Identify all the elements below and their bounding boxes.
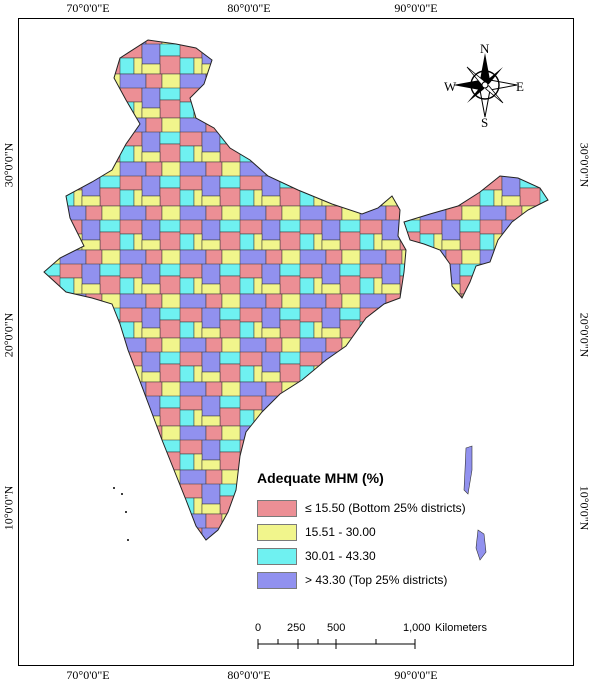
lakshadweep-island [113, 487, 115, 489]
scale-unit-label: Kilometers [435, 622, 487, 634]
longitude-label-top-90: 90°0'0"E [394, 1, 438, 15]
longitude-label-top-70: 70°0'0"E [66, 1, 110, 15]
longitude-label-top-80: 80°0'0"E [227, 1, 271, 15]
india-mainland [43, 39, 407, 541]
legend-label: > 43.30 (Top 25% districts) [305, 573, 448, 587]
legend-swatch-blue [257, 571, 297, 589]
legend-swatch-yellow [257, 523, 297, 541]
scale-label-0: 0 [255, 622, 262, 634]
longitude-label-bottom-70: 70°0'0"E [66, 668, 110, 682]
longitude-label-bottom-80: 80°0'0"E [227, 668, 271, 682]
map-frame [18, 18, 574, 666]
legend-title: Adequate MHM (%) [257, 470, 384, 486]
legend-row-bottom-quartile: ≤ 15.50 (Bottom 25% districts) [257, 496, 497, 520]
andaman-islands [463, 445, 473, 495]
scale-label-1000: 1,000 [403, 622, 431, 634]
legend-row-second: 15.51 - 30.00 [257, 520, 497, 544]
map-legend: Adequate MHM (%) ≤ 15.50 (Bottom 25% dis… [257, 470, 497, 592]
lakshadweep-island [121, 493, 123, 495]
compass-west-label: W [444, 79, 457, 94]
compass-south-label: S [481, 115, 489, 130]
legend-label: 15.51 - 30.00 [305, 525, 376, 539]
nicobar-islands [475, 529, 487, 561]
compass-east-label: E [516, 79, 524, 94]
legend-row-top-quartile: > 43.30 (Top 25% districts) [257, 568, 497, 592]
scale-label-500: 500 [327, 622, 346, 634]
scale-label-250: 250 [287, 622, 306, 634]
legend-swatch-pink [257, 499, 297, 517]
compass-north-label: N [480, 41, 490, 56]
lakshadweep-island [127, 539, 129, 541]
longitude-label-bottom-90: 90°0'0"E [394, 668, 438, 682]
lakshadweep-island [125, 511, 127, 513]
legend-label: ≤ 15.50 (Bottom 25% districts) [305, 501, 466, 515]
compass-rose-icon [453, 53, 518, 118]
scale-bar [257, 639, 416, 649]
legend-swatch-cyan [257, 547, 297, 565]
legend-row-third: 30.01 - 43.30 [257, 544, 497, 568]
legend-label: 30.01 - 43.30 [305, 549, 376, 563]
india-northeast [403, 175, 549, 299]
